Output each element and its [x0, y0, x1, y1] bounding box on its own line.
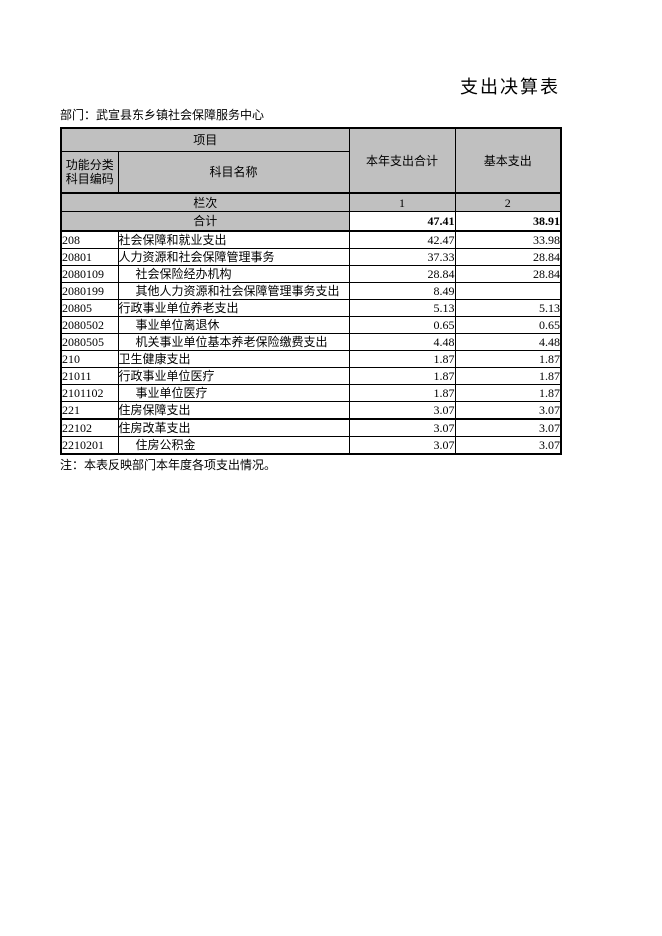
- total-cell: 3.07: [348, 436, 456, 455]
- total-cell: 0.65: [348, 316, 456, 334]
- basic-cell: [454, 282, 562, 300]
- header-project-cell: 项目: [60, 127, 350, 152]
- basic-cell: 3.07: [454, 418, 562, 437]
- table-row: 2080502 事业单位离退休 0.65 0.65: [60, 316, 562, 334]
- basic-cell: 3.07: [454, 436, 562, 455]
- name-cell: 其他人力资源和社会保障管理事务支出: [117, 282, 350, 300]
- header-row-columns: 功能分类 科目编码 科目名称: [60, 151, 561, 194]
- basic-cell: 28.84: [454, 265, 562, 283]
- header-code-cell: 功能分类 科目编码: [60, 151, 119, 194]
- name-cell: 社会保障和就业支出: [117, 230, 350, 249]
- expenditure-table: 项目 本年支出合计 基本支出 功能分类 科目编码 科目名称 栏次 1 2 合计 …: [60, 127, 563, 455]
- table-row: 2080505 机关事业单位基本养老保险缴费支出 4.48 4.48: [60, 333, 562, 351]
- basic-cell: 4.48: [454, 333, 562, 351]
- basic-cell: 3.07: [454, 401, 562, 420]
- name-cell: 机关事业单位基本养老保险缴费支出: [117, 333, 350, 351]
- total-cell: 1.87: [348, 350, 456, 368]
- code-cell: 221: [60, 401, 119, 420]
- total-cell: 28.84: [348, 265, 456, 283]
- name-cell: 住房公积金: [117, 436, 350, 455]
- name-cell: 住房改革支出: [117, 418, 350, 437]
- code-cell: 21011: [60, 367, 119, 385]
- total-cell: 42.47: [348, 230, 456, 249]
- grand-total-label: 合计: [60, 211, 350, 232]
- header-subject-name-cell: 科目名称: [117, 151, 350, 194]
- header-total-cell: 本年支出合计: [348, 127, 456, 194]
- total-cell: 8.49: [348, 282, 456, 300]
- code-cell: 208: [60, 230, 119, 249]
- total-cell: 1.87: [348, 384, 456, 402]
- table-row: 208 社会保障和就业支出 42.47 33.98: [60, 230, 562, 249]
- column-index-label: 栏次: [60, 192, 350, 212]
- code-cell: 2080199: [60, 282, 119, 300]
- table-row: 2210201 住房公积金 3.07 3.07: [60, 436, 562, 455]
- code-cell: 2080505: [60, 333, 119, 351]
- table-row: 21011 行政事业单位医疗 1.87 1.87: [60, 367, 562, 385]
- table-row: 221 住房保障支出 3.07 3.07: [60, 401, 562, 420]
- page-title: 支出决算表: [460, 77, 560, 97]
- column-index-2: 2: [454, 192, 562, 212]
- table-row: 2080109 社会保险经办机构 28.84 28.84: [60, 265, 562, 283]
- name-cell: 人力资源和社会保障管理事务: [117, 248, 350, 266]
- basic-cell: 5.13: [454, 299, 562, 317]
- basic-cell: 0.65: [454, 316, 562, 334]
- header-code-line2: 科目编码: [65, 172, 114, 186]
- total-cell: 5.13: [348, 299, 456, 317]
- header-row-project: 项目 本年支出合计 基本支出: [60, 127, 562, 194]
- table-row: 210 卫生健康支出 1.87 1.87: [60, 350, 562, 368]
- name-cell: 行政事业单位养老支出: [117, 299, 350, 317]
- basic-cell: 28.84: [454, 248, 562, 266]
- header-code-line1: 功能分类: [65, 158, 114, 172]
- total-cell: 3.07: [348, 401, 456, 420]
- table-row: 20801 人力资源和社会保障管理事务 37.33 28.84: [60, 248, 562, 266]
- total-cell: 4.48: [348, 333, 456, 351]
- name-cell: 社会保险经办机构: [117, 265, 350, 283]
- code-cell: 2080109: [60, 265, 119, 283]
- code-cell: 22102: [60, 418, 119, 437]
- grand-total-value: 47.41: [348, 211, 456, 232]
- table-row: 22102 住房改革支出 3.07 3.07: [60, 418, 562, 437]
- basic-cell: 1.87: [454, 384, 562, 402]
- column-index-row: 栏次 1 2: [60, 192, 562, 212]
- basic-cell: 1.87: [454, 350, 562, 368]
- total-cell: 3.07: [348, 418, 456, 437]
- code-cell: 2080502: [60, 316, 119, 334]
- name-cell: 行政事业单位医疗: [117, 367, 350, 385]
- name-cell: 事业单位离退休: [117, 316, 350, 334]
- name-cell: 卫生健康支出: [117, 350, 350, 368]
- name-cell: 住房保障支出: [117, 401, 350, 420]
- department-line: 部门：武宣县东乡镇社会保障服务中心: [60, 108, 265, 122]
- basic-cell: 1.87: [454, 367, 562, 385]
- code-cell: 20805: [60, 299, 119, 317]
- header-basic-cell: 基本支出: [454, 127, 562, 194]
- table-row: 2101102 事业单位医疗 1.87 1.87: [60, 384, 562, 402]
- table-row: 20805 行政事业单位养老支出 5.13 5.13: [60, 299, 562, 317]
- code-cell: 20801: [60, 248, 119, 266]
- name-cell: 事业单位医疗: [117, 384, 350, 402]
- total-cell: 1.87: [348, 367, 456, 385]
- table-row: 2080199 其他人力资源和社会保障管理事务支出 8.49: [60, 282, 562, 300]
- basic-cell: 33.98: [454, 230, 562, 249]
- footnote: 注：本表反映部门本年度各项支出情况。: [60, 458, 277, 472]
- code-cell: 210: [60, 350, 119, 368]
- report-content: 支出决算表 部门：武宣县东乡镇社会保障服务中心 项目 本年支出合计 基本支出 功…: [60, 76, 563, 473]
- column-index-1: 1: [348, 192, 456, 212]
- total-cell: 37.33: [348, 248, 456, 266]
- code-cell: 2101102: [60, 384, 119, 402]
- grand-total-row: 合计 47.41 38.91: [60, 211, 562, 232]
- grand-basic-value: 38.91: [454, 211, 562, 232]
- code-cell: 2210201: [60, 436, 119, 455]
